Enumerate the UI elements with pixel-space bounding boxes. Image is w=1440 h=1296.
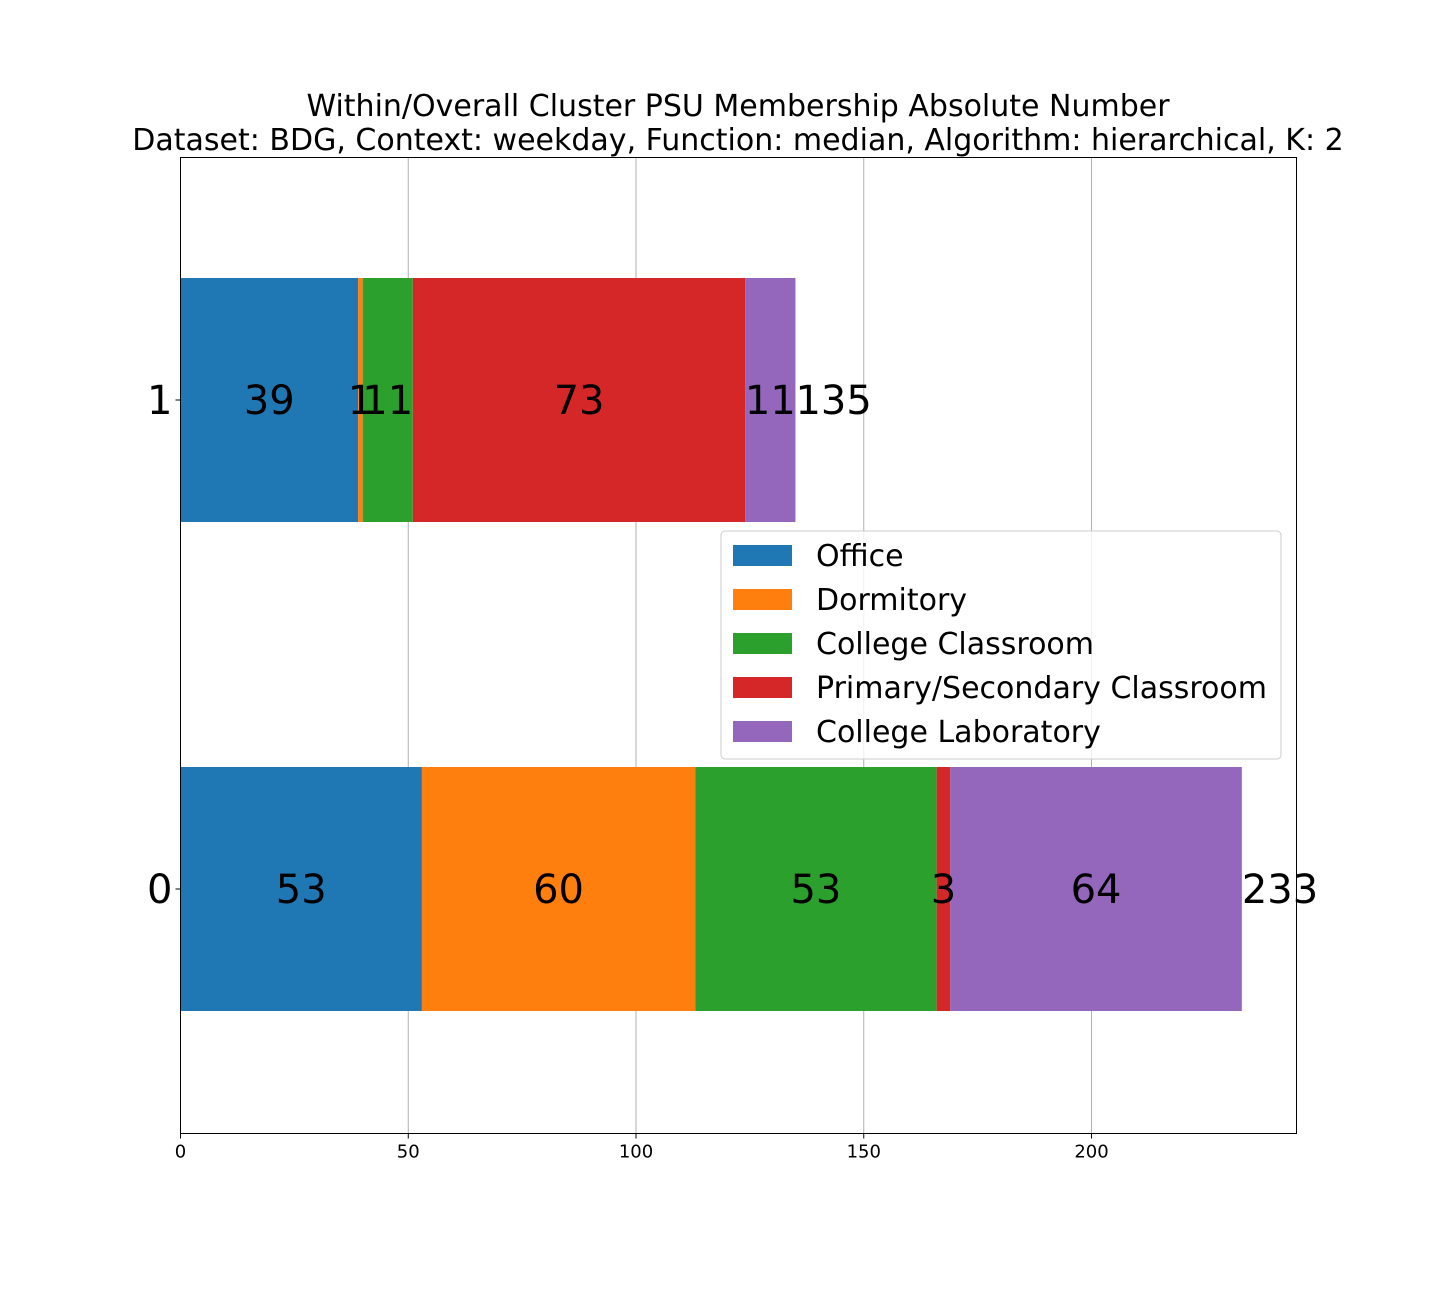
chart-subtitle: Dataset: BDG, Context: weekday, Function… bbox=[132, 123, 1343, 158]
y-tick-label: 0 bbox=[147, 867, 172, 913]
legend: Office Dormitory College Classroom Primary/… bbox=[720, 530, 1282, 760]
legend-label: College Laboratory bbox=[816, 715, 1101, 750]
legend-swatch bbox=[733, 545, 792, 566]
x-axis: 0 50 100 150 200 bbox=[175, 1133, 1109, 1163]
bar-value-label: 53 bbox=[276, 867, 327, 913]
legend-label: Office bbox=[816, 539, 904, 574]
bar-value-label: 11 bbox=[362, 378, 413, 424]
y-axis: 01 bbox=[147, 378, 181, 913]
legend-swatch bbox=[733, 589, 792, 610]
bar-segment bbox=[936, 767, 951, 1011]
x-tick-label: 150 bbox=[847, 1142, 881, 1163]
plot-frame bbox=[180, 157, 1297, 1134]
legend-swatch bbox=[733, 721, 792, 742]
legend-swatch bbox=[733, 633, 792, 654]
bar-value-label: 3 bbox=[931, 867, 956, 913]
bar-total-label: 233 bbox=[1242, 867, 1318, 913]
bar-value-label: 1 bbox=[348, 378, 373, 424]
bars bbox=[180, 278, 1242, 1011]
x-tick-label: 0 bbox=[175, 1142, 186, 1163]
bar-segment bbox=[180, 767, 422, 1011]
bar-value-label: 39 bbox=[244, 378, 295, 424]
bar-segment bbox=[745, 278, 796, 522]
x-tick-label: 200 bbox=[1074, 1142, 1108, 1163]
bar-value-label: 64 bbox=[1071, 867, 1122, 913]
x-tick-label: 50 bbox=[397, 1142, 420, 1163]
legend-label: Dormitory bbox=[816, 583, 967, 618]
bar-segment bbox=[412, 278, 746, 522]
bar-total-label: 135 bbox=[795, 378, 871, 424]
y-tick-label: 1 bbox=[147, 378, 172, 424]
legend-label: College Classroom bbox=[816, 627, 1094, 662]
bar-value-label: 60 bbox=[533, 867, 584, 913]
bar-value-label: 11 bbox=[745, 378, 796, 424]
x-tick-label: 100 bbox=[619, 1142, 653, 1163]
bar-segment bbox=[358, 278, 363, 522]
bar-segment bbox=[695, 767, 937, 1011]
bar-segment bbox=[180, 278, 359, 522]
bar-segment bbox=[421, 767, 696, 1011]
legend-label: Primary/Secondary Classroom bbox=[816, 671, 1267, 706]
bar-segment bbox=[950, 767, 1242, 1011]
chart-title: Within/Overall Cluster PSU Membership Ab… bbox=[306, 89, 1170, 124]
bar-segment bbox=[362, 278, 413, 522]
legend-box bbox=[720, 530, 1282, 760]
legend-swatch bbox=[733, 677, 792, 698]
bar-value-label: 73 bbox=[554, 378, 605, 424]
bar-value-label: 53 bbox=[790, 867, 841, 913]
